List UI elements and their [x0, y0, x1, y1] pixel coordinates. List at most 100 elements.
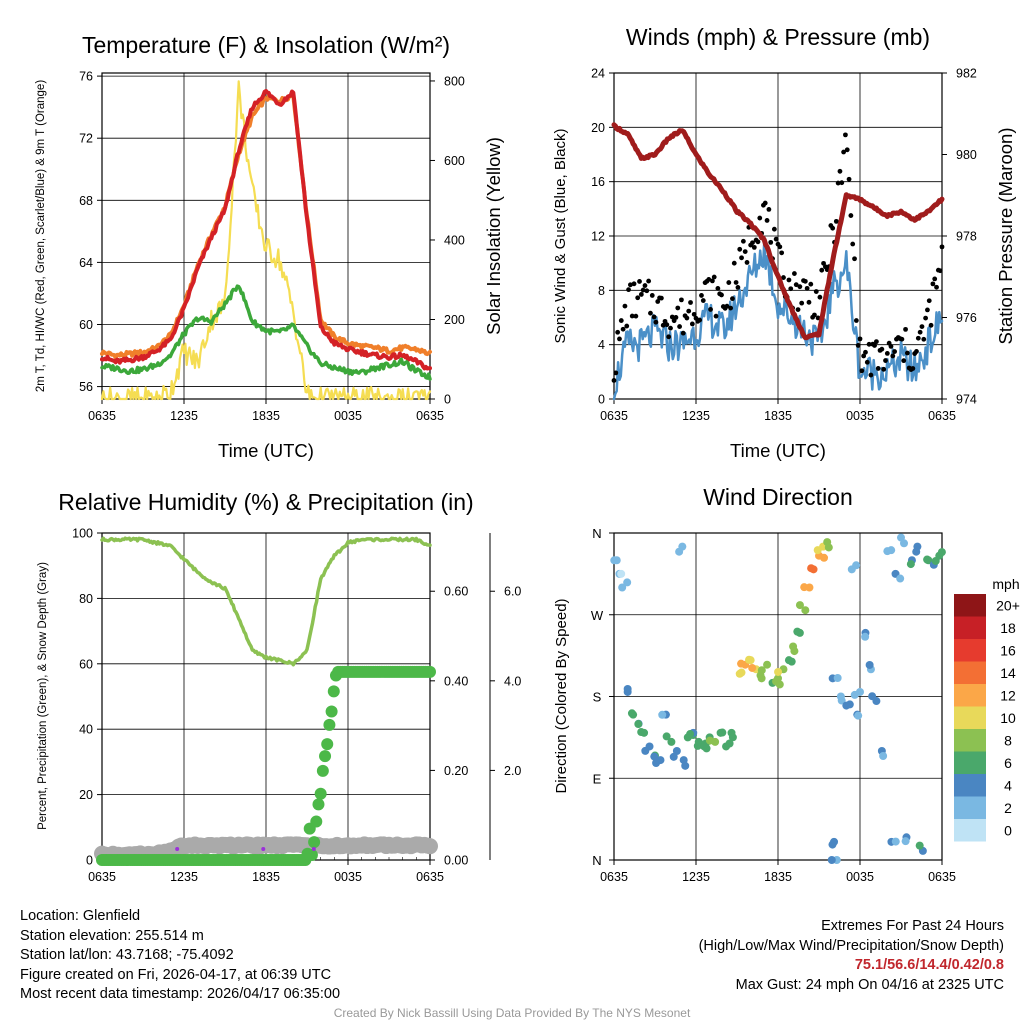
colorbar-label: 10: [1000, 710, 1016, 726]
gust-point: [830, 225, 836, 231]
x-tick-label: 1235: [170, 409, 198, 423]
x-tick-label: 0635: [416, 409, 444, 423]
pressure-tick-label: 976: [956, 311, 977, 325]
snow-depth-tick-label: 4.0: [504, 674, 521, 688]
colorbar-swatch: [954, 796, 986, 819]
gust-point: [708, 307, 713, 312]
wind-direction-point: [757, 666, 766, 675]
wind-direction-point: [915, 841, 924, 850]
wind-direction-point: [681, 761, 690, 770]
gust-point: [937, 268, 943, 274]
wind-direction-point: [728, 733, 737, 742]
wind-direction-point: [850, 690, 859, 699]
precipitation-point: [310, 815, 323, 828]
precipitation-point: [319, 750, 332, 763]
gust-point: [844, 147, 850, 153]
wind-direction-point: [705, 736, 714, 745]
y-tick-label: 76: [79, 70, 93, 84]
gust-point: [750, 240, 755, 246]
gust-point: [611, 378, 617, 383]
wind-direction-point: [658, 710, 667, 719]
created-text: Figure created on Fri, 2026-04-17, at 06…: [20, 966, 332, 983]
gust-point: [806, 299, 812, 305]
gust-point: [651, 314, 657, 320]
gust-point: [691, 311, 697, 317]
precipitation-point: [321, 738, 334, 751]
gust-point: [910, 366, 916, 371]
gust-point: [631, 281, 637, 287]
gust-point: [863, 349, 868, 355]
x-tick-label: 1835: [764, 409, 792, 423]
wind-direction-point: [618, 583, 627, 592]
gust-point: [766, 207, 772, 212]
gust-point: [739, 255, 744, 261]
x-tick-label: 0035: [334, 870, 362, 884]
gust-point: [795, 307, 801, 313]
gust-point: [620, 326, 626, 332]
wind-direction-point: [901, 837, 910, 846]
wind-direction-point: [879, 751, 888, 760]
direction-tick-label: N: [592, 526, 601, 541]
pressure-series-line: [611, 122, 945, 341]
y-tick-label: 80: [79, 592, 93, 606]
wind-direction-point: [906, 560, 915, 569]
gust-point: [925, 307, 930, 313]
wind-direction-point: [617, 569, 626, 578]
gust-point: [813, 289, 819, 294]
gust-point: [648, 310, 653, 316]
precipitation-point: [314, 787, 327, 800]
wind-direction-point: [667, 737, 676, 746]
precipitation-point: [316, 764, 329, 777]
gust-point: [899, 336, 905, 342]
gust-point: [904, 350, 910, 356]
wind-direction-point: [795, 601, 804, 610]
y-tick-label: 24: [591, 67, 605, 81]
direction-tick-label: S: [593, 690, 602, 705]
gust-point: [653, 319, 659, 325]
wind-direction-point: [745, 655, 754, 664]
y-tick-label: 60: [79, 318, 93, 332]
y-tick-label: 100: [72, 527, 93, 541]
wind-direction-point: [828, 840, 837, 849]
x-tick-label: 1235: [170, 870, 198, 884]
gust-point: [735, 284, 741, 290]
precip-type-marker: [261, 847, 266, 851]
direction-tick-label: W: [591, 608, 604, 623]
winds-x-axis-label: Time (UTC): [730, 440, 826, 461]
gust-point: [646, 278, 652, 284]
colorbar-label: 6: [1004, 755, 1012, 771]
y-tick-label: 0: [598, 393, 605, 407]
colorbar-label: 20+: [996, 597, 1020, 613]
wind-direction-point: [652, 759, 661, 768]
wind-direction-point: [854, 711, 863, 720]
colorbar-swatch: [954, 729, 986, 752]
gust-point: [664, 322, 670, 328]
gust-point: [921, 336, 927, 342]
x-tick-label: 0635: [88, 870, 116, 884]
temp-2m-series-line: [100, 88, 432, 371]
gust-point: [628, 282, 633, 288]
pressure-tick-label: 980: [956, 148, 977, 162]
wind-direction-point: [623, 684, 632, 693]
wind-direction-point: [775, 680, 784, 689]
gust-point: [835, 180, 841, 186]
wind-direction-point: [861, 632, 870, 641]
relative-humidity-series-line: [100, 536, 432, 667]
gust-point: [642, 283, 648, 288]
extremes-title: Extremes For Past 24 Hours: [821, 918, 1004, 934]
gust-point: [706, 277, 712, 282]
gust-point: [666, 334, 672, 340]
insolation-series-line: [100, 80, 432, 401]
gust-point: [874, 339, 879, 345]
wind-direction-point: [725, 739, 734, 748]
gust-point: [934, 284, 939, 290]
wind-direction-point: [887, 546, 896, 555]
precipitation-point: [327, 685, 340, 698]
gust-point: [777, 244, 783, 250]
gust-point: [773, 236, 779, 242]
gust-point: [726, 280, 732, 285]
gust-point: [644, 288, 650, 294]
gust-point: [699, 293, 704, 298]
wind-direction-point: [669, 752, 678, 761]
